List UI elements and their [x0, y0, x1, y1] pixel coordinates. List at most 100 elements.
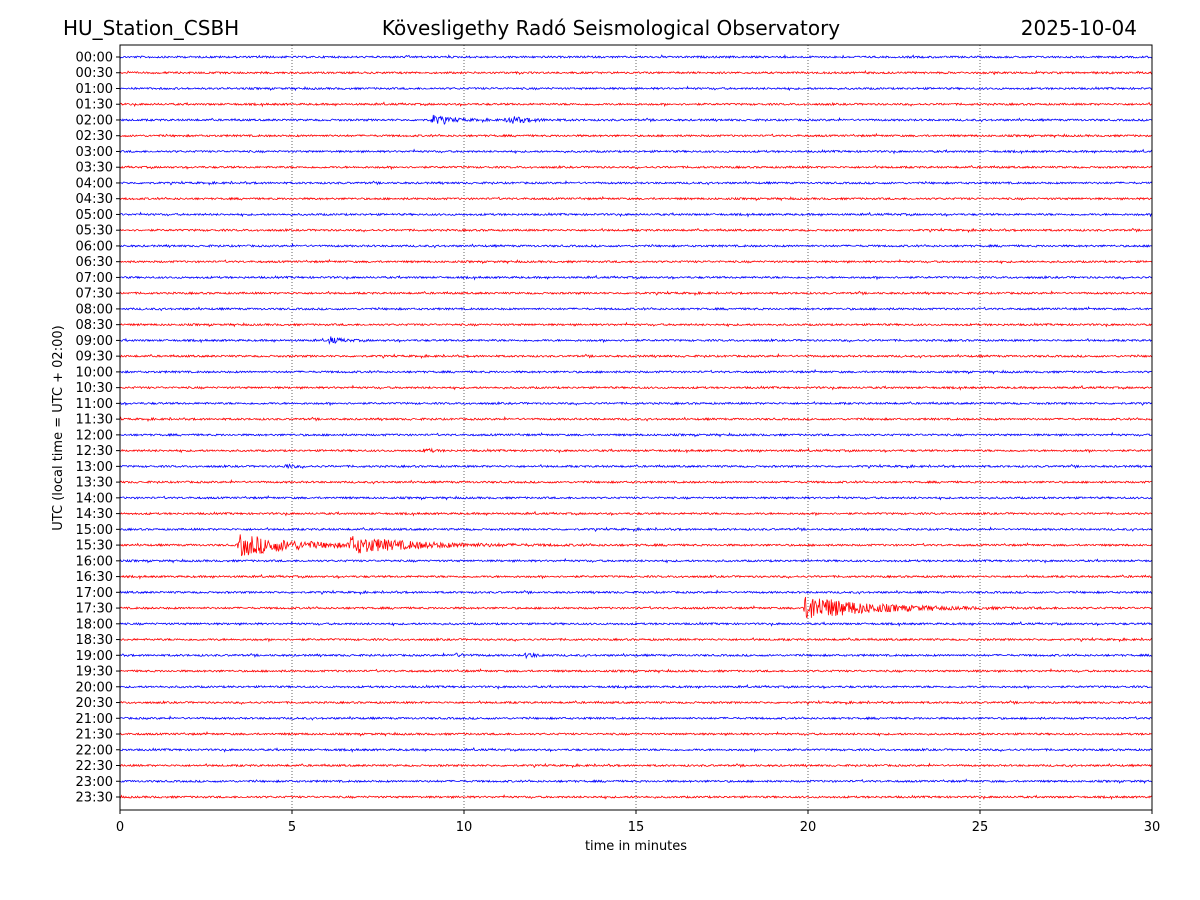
y-tick-label: 03:30 [76, 161, 113, 176]
y-tick-label: 17:00 [76, 586, 113, 601]
trace-0900 [119, 336, 1153, 345]
trace-2200 [119, 747, 1153, 753]
trace-0630 [119, 258, 1153, 265]
y-tick-label: 05:00 [76, 208, 113, 223]
trace-0200 [119, 114, 1153, 126]
y-tick-label: 22:00 [76, 743, 113, 758]
trace-2000 [119, 684, 1153, 690]
trace-0930 [119, 353, 1153, 360]
trace-2030 [119, 699, 1153, 706]
y-tick-label: 01:30 [76, 98, 113, 113]
y-tick-label: 16:00 [76, 554, 113, 569]
trace-2100 [119, 715, 1152, 721]
trace-1630 [119, 573, 1153, 580]
y-tick-label: 11:00 [76, 397, 113, 412]
trace-0000 [119, 54, 1153, 59]
trace-1130 [119, 415, 1153, 423]
trace-1100 [119, 401, 1153, 407]
trace-0300 [119, 148, 1153, 155]
y-tick-label: 15:30 [76, 539, 113, 554]
y-tick-label: 14:00 [76, 491, 113, 506]
trace-2300 [119, 778, 1153, 784]
y-tick-label: 20:00 [76, 680, 113, 695]
trace-0700 [119, 274, 1153, 281]
y-tick-label: 23:00 [76, 775, 113, 790]
trace-1330 [119, 478, 1153, 485]
x-tick-label: 15 [628, 820, 645, 835]
trace-1400 [119, 494, 1153, 501]
y-tick-label: 03:00 [76, 145, 113, 160]
trace-1900 [119, 652, 1153, 660]
y-tick-label: 00:30 [76, 66, 113, 81]
y-tick-label: 09:30 [76, 350, 113, 365]
trace-0530 [119, 227, 1153, 234]
trace-1830 [119, 636, 1153, 643]
y-tick-label: 17:30 [76, 602, 113, 617]
observatory-title: Kövesligethy Radó Seismological Observat… [382, 16, 840, 40]
y-tick-label: 07:00 [76, 271, 113, 286]
y-axis: 00:0000:3001:0001:3002:0002:3003:0003:30… [76, 51, 120, 806]
y-tick-label: 04:30 [76, 192, 113, 207]
y-tick-label: 11:30 [76, 413, 113, 428]
trace-1430 [119, 510, 1153, 517]
y-tick-label: 07:30 [76, 287, 113, 302]
x-tick-label: 20 [800, 820, 817, 835]
y-tick-label: 20:30 [76, 696, 113, 711]
y-tick-label: 01:00 [76, 82, 113, 97]
trace-1600 [119, 557, 1153, 564]
trace-0100 [119, 85, 1153, 92]
trace-1200 [119, 431, 1153, 438]
y-tick-label: 10:00 [76, 365, 113, 380]
trace-0430 [119, 195, 1153, 202]
trace-1700 [119, 589, 1153, 596]
x-tick-label: 25 [972, 820, 989, 835]
trace-0230 [119, 132, 1153, 139]
y-tick-label: 00:00 [76, 51, 113, 66]
trace-2230 [119, 762, 1153, 769]
grid-lines [291, 45, 981, 810]
trace-0130 [119, 101, 1153, 108]
y-tick-label: 02:00 [76, 113, 113, 128]
trace-0500 [119, 211, 1153, 218]
x-axis: 0 5 10 15 20 25 30 [116, 810, 1160, 835]
y-tick-label: 22:30 [76, 759, 113, 774]
y-tick-label: 23:30 [76, 791, 113, 806]
trace-0600 [120, 242, 1153, 249]
y-tick-label: 18:00 [76, 617, 113, 632]
y-tick-label: 19:00 [76, 649, 113, 664]
y-tick-label: 14:30 [76, 507, 113, 522]
y-tick-label: 10:30 [76, 381, 113, 396]
y-tick-label: 18:30 [76, 633, 113, 648]
trace-1730 [119, 596, 1153, 619]
trace-0830 [119, 321, 1153, 328]
date-title: 2025-10-04 [1021, 16, 1137, 40]
y-tick-label: 21:00 [76, 712, 113, 727]
y-tick-label: 15:00 [76, 523, 113, 538]
station-title: HU_Station_CSBH [63, 16, 239, 40]
trace-1930 [119, 667, 1153, 674]
traces [119, 54, 1153, 801]
trace-2330 [119, 794, 1153, 801]
x-tick-label: 10 [456, 820, 473, 835]
y-tick-label: 19:30 [76, 665, 113, 680]
x-tick-label: 0 [116, 820, 124, 835]
y-tick-label: 09:00 [76, 334, 113, 349]
trace-0800 [119, 306, 1153, 312]
y-tick-label: 02:30 [76, 129, 113, 144]
trace-1800 [119, 620, 1153, 627]
x-axis-label: time in minutes [585, 839, 687, 854]
y-tick-label: 16:30 [76, 570, 113, 585]
y-tick-label: 06:30 [76, 255, 113, 270]
y-tick-label: 12:00 [76, 428, 113, 443]
x-tick-label: 5 [288, 820, 296, 835]
trace-0330 [119, 164, 1153, 171]
trace-2130 [119, 731, 1152, 737]
y-tick-label: 05:30 [76, 224, 113, 239]
trace-0730 [119, 290, 1153, 297]
trace-1500 [119, 526, 1153, 533]
x-tick-label: 30 [1144, 820, 1161, 835]
y-tick-label: 08:30 [76, 318, 113, 333]
y-tick-label: 08:00 [76, 302, 113, 317]
trace-1300 [119, 463, 1153, 470]
